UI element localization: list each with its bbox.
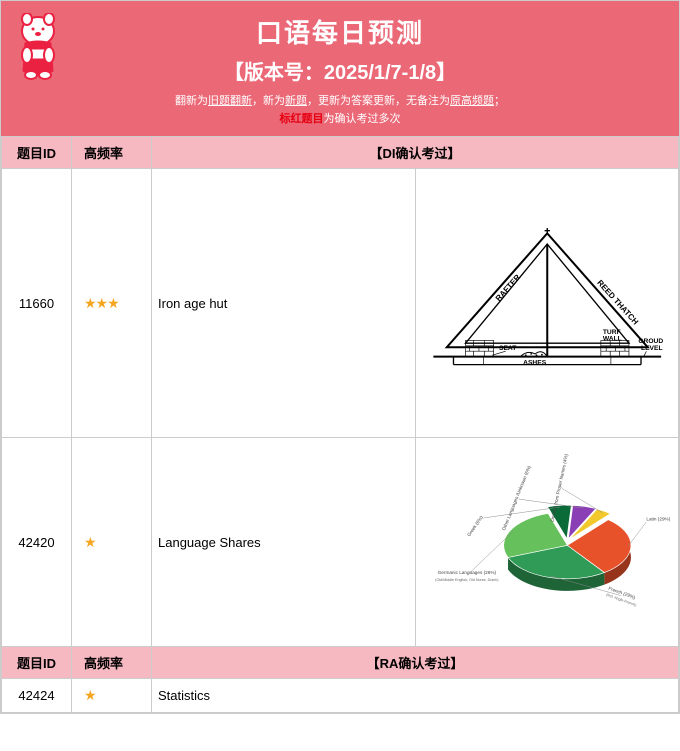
col-header-freq: 高频率 [72, 137, 152, 169]
svg-text:ASHES: ASHES [523, 360, 547, 367]
cell-name: Iron age hut [152, 169, 416, 438]
svg-text:TURF: TURF [602, 329, 620, 336]
cell-diagram: RAFTER REED THATCH SEAT ASHES TURF WALL … [415, 169, 679, 438]
svg-text:Greek (6%): Greek (6%) [466, 515, 484, 538]
svg-text:Germanic Languages (26%): Germanic Languages (26%) [437, 570, 496, 575]
header-banner: 口语每日预测 【版本号：2025/1/7-1/8】 翻新为旧题翻新，新为新题，更… [1, 1, 679, 136]
note-underline: 原高频题 [450, 95, 494, 107]
table-row: 42424 ★ Statistics [2, 679, 679, 713]
table-row: 42420 ★ Language Shares Latin (29%)Frenc… [2, 438, 679, 647]
cell-freq: ★ [72, 438, 152, 647]
note-underline: 新题 [285, 95, 307, 107]
col-header-di: 【DI确认考过】 [152, 137, 679, 169]
cell-id: 11660 [2, 169, 72, 438]
pie-chart: Latin (29%)French (29%)(incl. Anglo-Fren… [420, 442, 675, 642]
svg-text:(Old/Middle English, Old Norse: (Old/Middle English, Old Norse, Dutch) [435, 578, 498, 582]
col-header-ra: 【RA确认考过】 [152, 647, 679, 679]
col-header-id: 题目ID [2, 137, 72, 169]
note-text: ，新为 [252, 95, 285, 107]
cell-name: Language Shares [152, 438, 416, 647]
cell-name: Statistics [152, 679, 679, 713]
header-notes: 翻新为旧题翻新，新为新题，更新为答案更新，无备注为原高频题； 标红题目为确认考过… [1, 93, 679, 128]
cell-diagram: Latin (29%)French (29%)(incl. Anglo-Fren… [415, 438, 679, 647]
svg-text:REED THATCH: REED THATCH [595, 278, 640, 326]
note-text: ； [494, 95, 505, 107]
note-text: ，更新为答案更新，无备注为 [307, 95, 450, 107]
note-text: 翻新为 [175, 95, 208, 107]
svg-text:LEVEL: LEVEL [641, 345, 663, 352]
cell-freq: ★ [72, 679, 152, 713]
star-rating: ★ [84, 534, 96, 550]
page-container: 口语每日预测 【版本号：2025/1/7-1/8】 翻新为旧题翻新，新为新题，更… [0, 0, 680, 714]
svg-text:GROUD: GROUD [638, 338, 663, 345]
data-table: 题目ID 高频率 【DI确认考过】 11660 ★★★ Iron age hut [1, 136, 679, 713]
star-rating: ★ [84, 687, 96, 703]
cell-freq: ★★★ [72, 169, 152, 438]
svg-text:Latin (29%): Latin (29%) [646, 517, 670, 522]
hut-diagram: RAFTER REED THATCH SEAT ASHES TURF WALL … [420, 173, 675, 433]
svg-text:SEAT: SEAT [499, 345, 517, 352]
mascot-icon [13, 13, 63, 81]
svg-text:WALL: WALL [602, 336, 621, 343]
note-text: 为确认考过多次 [324, 113, 401, 125]
table-header-row: 题目ID 高频率 【RA确认考过】 [2, 647, 679, 679]
col-header-id: 题目ID [2, 647, 72, 679]
star-rating: ★★★ [84, 295, 119, 311]
page-title: 口语每日预测 [1, 13, 679, 50]
table-header-row: 题目ID 高频率 【DI确认考过】 [2, 137, 679, 169]
version-label: 【版本号：2025/1/7-1/8】 [1, 56, 679, 85]
table-row: 11660 ★★★ Iron age hut [2, 169, 679, 438]
note-red: 标红题目 [280, 113, 324, 125]
col-header-freq: 高频率 [72, 647, 152, 679]
cell-id: 42420 [2, 438, 72, 647]
note-underline: 旧题翻新 [208, 95, 252, 107]
cell-id: 42424 [2, 679, 72, 713]
